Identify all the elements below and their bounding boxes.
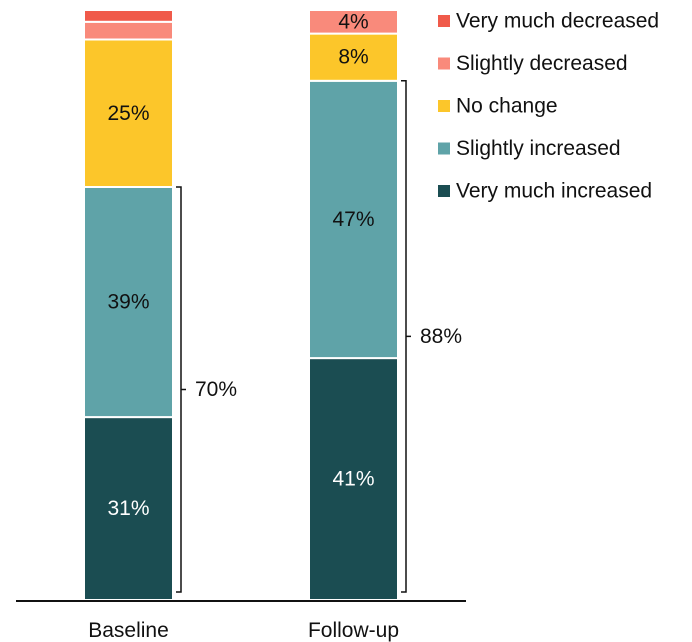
data-label-baseline-slightly-increased: 39%: [107, 291, 149, 314]
bar-segment-baseline-slightly-decreased: [83, 20, 174, 41]
legend-item-very-much-decreased: Very much decreased: [438, 10, 659, 33]
category-label-follow-up: Follow-up: [308, 619, 399, 642]
brackets-group: 70% 88%: [176, 80, 462, 593]
data-label-baseline-very-much-increased: 31%: [107, 497, 149, 520]
bar-segment-follow-up-slightly-increased: [308, 79, 399, 360]
bracket-follow-up: [401, 80, 411, 593]
bar-segment-baseline-slightly-increased: [83, 186, 174, 419]
bars-group: [83, 9, 399, 601]
category-label-baseline: Baseline: [88, 619, 169, 642]
legend-item-no-change: No change: [438, 95, 558, 118]
legend-label-very-much-decreased: Very much decreased: [456, 10, 659, 33]
data-label-follow-up-slightly-decreased: 4%: [338, 10, 368, 33]
bracket-label-baseline: 70%: [195, 378, 237, 401]
legend-item-very-much-increased: Very much increased: [438, 180, 652, 203]
legend-item-slightly-increased: Slightly increased: [438, 137, 621, 160]
legend-swatch-very-much-decreased: [438, 15, 450, 27]
legend-label-very-much-increased: Very much increased: [456, 180, 652, 203]
legend-label-no-change: No change: [456, 95, 558, 118]
segment-labels-group: 31% 39% 25% 41% 47% 8% 4%: [107, 10, 374, 520]
data-label-follow-up-slightly-increased: 47%: [332, 208, 374, 231]
legend-label-slightly-increased: Slightly increased: [456, 137, 621, 160]
bar-segment-follow-up-slightly-decreased: [308, 9, 399, 35]
data-label-follow-up-no-change: 8%: [338, 46, 368, 69]
legend: Very much decreased Slightly decreased No …: [438, 10, 659, 203]
data-label-baseline-no-change: 25%: [107, 102, 149, 125]
legend-swatch-very-much-increased: [438, 185, 450, 197]
bracket-label-follow-up: 88%: [420, 325, 462, 348]
legend-item-slightly-decreased: Slightly decreased: [438, 52, 628, 75]
bracket-baseline: [176, 186, 186, 593]
legend-swatch-slightly-decreased: [438, 57, 450, 70]
bar-segment-baseline-very-much-increased: [83, 416, 174, 601]
category-labels-group: Baseline Follow-up: [88, 619, 399, 642]
legend-label-slightly-decreased: Slightly decreased: [456, 52, 628, 75]
bar-segment-baseline-very-much-decreased: [83, 9, 174, 23]
legend-swatch-no-change: [438, 100, 450, 112]
legend-swatch-slightly-increased: [438, 142, 450, 155]
data-label-follow-up-very-much-increased: 41%: [332, 468, 374, 491]
